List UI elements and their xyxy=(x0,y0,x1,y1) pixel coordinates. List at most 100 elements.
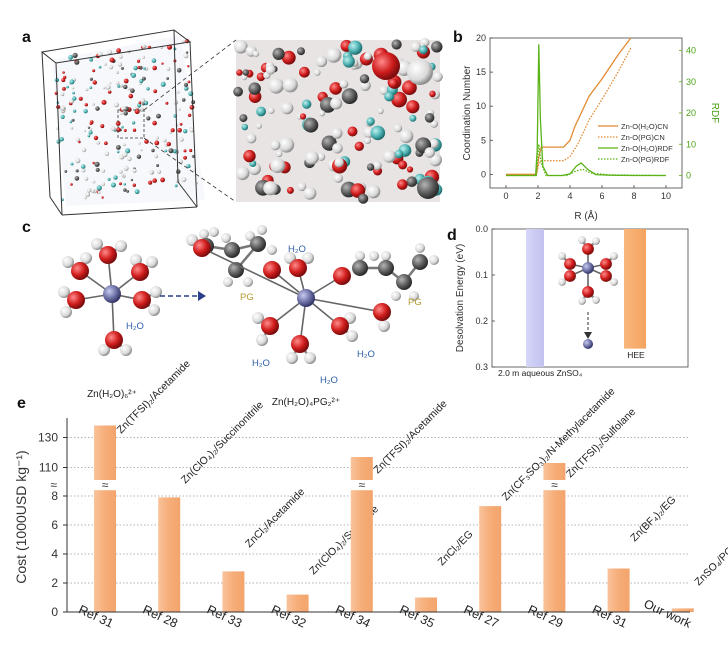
bar-lower xyxy=(94,490,116,612)
atom xyxy=(71,118,75,122)
atom xyxy=(143,100,149,106)
atom xyxy=(142,102,145,106)
hydrogen-atom xyxy=(148,304,160,316)
atom xyxy=(154,154,159,159)
atom xyxy=(179,137,184,142)
atom xyxy=(419,45,428,55)
atom xyxy=(184,86,189,91)
atom xyxy=(107,90,112,94)
atom xyxy=(339,79,349,89)
y-tick-label: 0.1 xyxy=(475,270,488,280)
panel-label-b: b xyxy=(453,29,463,46)
atom xyxy=(286,186,294,194)
atom xyxy=(117,84,121,88)
hydrogen-atom xyxy=(391,291,401,301)
oxygen-atom xyxy=(564,258,576,270)
atom xyxy=(72,91,75,95)
atom xyxy=(120,66,124,70)
atom xyxy=(142,76,146,81)
zoomed-snapshot xyxy=(233,37,443,204)
atom xyxy=(341,88,358,105)
atom xyxy=(315,55,328,68)
bar-annotation: Zn(TFSI)₂/Sulfolane xyxy=(564,406,638,480)
atom xyxy=(85,191,91,197)
atom xyxy=(263,181,278,196)
right-formula: Zn(H₂O)₄PG₂²⁺ xyxy=(272,397,340,408)
atom xyxy=(165,101,169,105)
atom xyxy=(119,83,124,88)
carbon-atom xyxy=(378,260,394,276)
series-line xyxy=(506,144,667,177)
axis-break-marker: ≈ xyxy=(50,478,57,492)
x-tick-label: 10 xyxy=(661,191,671,201)
y-tick-label: 2 xyxy=(51,576,58,590)
atom xyxy=(132,168,137,173)
atom xyxy=(366,117,375,126)
zn-cluster-inset xyxy=(558,236,618,349)
bar-upper xyxy=(350,457,373,480)
atom xyxy=(156,164,160,167)
hydrogen-atom xyxy=(592,296,600,304)
atom xyxy=(181,98,186,102)
atom xyxy=(189,127,194,133)
atom xyxy=(96,140,101,145)
atom xyxy=(166,141,171,147)
oxygen-atom xyxy=(582,243,594,255)
atom xyxy=(132,128,137,132)
hydrogen-atom xyxy=(91,238,103,250)
bar xyxy=(286,594,309,612)
hydrogen-atom xyxy=(120,344,132,356)
y2-tick-label: 20 xyxy=(686,108,696,118)
bar-break-gap xyxy=(542,481,567,488)
oxygen-atom xyxy=(289,259,307,277)
atom xyxy=(102,86,106,90)
atom xyxy=(248,82,261,95)
atom xyxy=(136,59,141,63)
y2-tick-label: 0 xyxy=(686,171,691,181)
atom xyxy=(331,127,343,139)
hydrogen-atom xyxy=(243,277,253,287)
hydrogen-atom xyxy=(429,255,439,265)
y-tick-label: 4 xyxy=(51,547,58,561)
atom xyxy=(236,69,243,76)
atom xyxy=(72,96,77,101)
atom xyxy=(397,179,408,190)
x-tick-label: 2 xyxy=(535,191,540,201)
atom xyxy=(178,108,181,111)
atom xyxy=(347,126,358,137)
atom xyxy=(431,41,443,53)
atom xyxy=(166,77,170,80)
atom xyxy=(94,161,100,167)
atom xyxy=(156,113,161,119)
atom xyxy=(119,112,123,115)
atom xyxy=(110,182,116,188)
hydrogen-atom xyxy=(199,229,209,239)
atom xyxy=(89,122,93,125)
hydrogen-atom xyxy=(252,312,264,324)
atom xyxy=(64,170,68,173)
bar xyxy=(222,571,245,612)
atom xyxy=(87,134,91,138)
hydrogen-atom xyxy=(146,256,158,268)
atom xyxy=(241,74,248,81)
oxygen-atom xyxy=(263,261,281,279)
oxygen-atom xyxy=(600,270,612,282)
y-tick-label: 15 xyxy=(476,67,486,77)
hydrogen-atom xyxy=(304,352,316,364)
oxygen-atom xyxy=(99,246,117,264)
atom xyxy=(318,110,326,117)
category-label-aqueous: 2.0 m aqueous ZnSO₄ xyxy=(498,368,583,378)
bar xyxy=(415,597,437,612)
atom xyxy=(118,54,123,59)
atom xyxy=(333,173,343,183)
chart-d-ylabel: Desolvation Energy (eV) xyxy=(455,244,466,352)
atom xyxy=(297,47,305,56)
atom xyxy=(187,80,191,84)
atom xyxy=(161,62,164,65)
atom xyxy=(137,103,142,108)
h2o-label: H₂O xyxy=(320,375,338,386)
atom xyxy=(138,107,144,112)
atom xyxy=(174,184,178,188)
atom xyxy=(429,138,439,149)
